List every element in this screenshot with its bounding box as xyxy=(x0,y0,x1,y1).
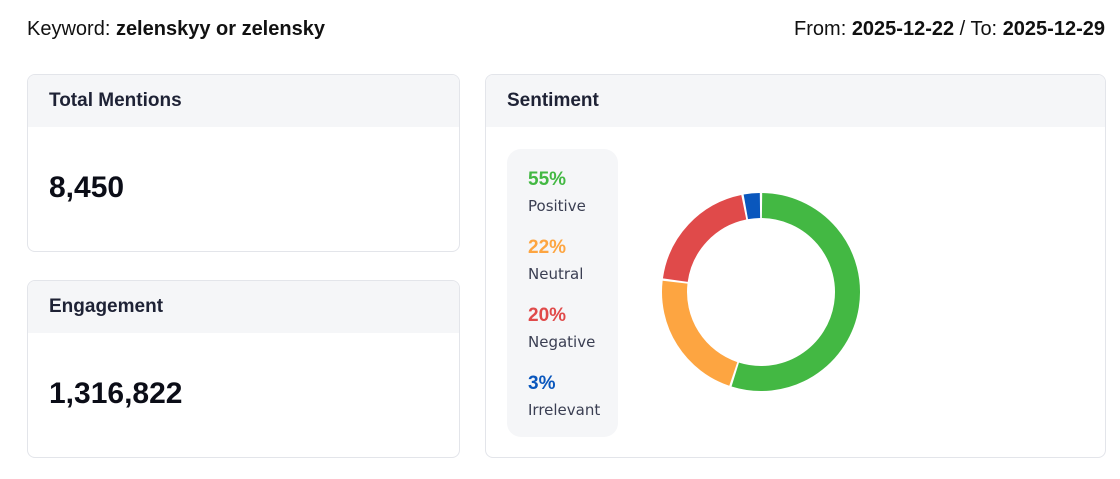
legend-label: Positive xyxy=(528,197,586,215)
engagement-value: 1,316,822 xyxy=(49,377,183,410)
legend-item-irrelevant: 3% Irrelevant xyxy=(528,373,618,441)
legend-percent: 22% xyxy=(528,237,567,258)
sentiment-legend: 55% Positive 22% Neutral 20% Negative 3% Irrele… xyxy=(507,149,618,437)
card-title: Total Mentions xyxy=(28,75,459,127)
sentiment-card: Sentiment 55% Positive 22% Neutral 20% Negati… xyxy=(485,74,1106,458)
donut-slice-negative[interactable] xyxy=(662,194,747,283)
legend-percent: 20% xyxy=(528,305,567,326)
donut-slice-positive[interactable] xyxy=(731,193,860,391)
donut-slice-irrelevant[interactable] xyxy=(743,193,761,220)
report-header: Keyword: zelenskyy or zelensky From: 202… xyxy=(27,18,1105,41)
legend-item-negative: 20% Negative xyxy=(528,305,618,373)
legend-label: Negative xyxy=(528,333,596,351)
keyword-value: zelenskyy or zelensky xyxy=(115,18,325,40)
to-label: To: xyxy=(970,18,998,40)
sentiment-donut-chart xyxy=(662,193,860,391)
total-mentions-value: 8,450 xyxy=(49,171,125,204)
card-title: Sentiment xyxy=(486,75,1105,127)
date-range: From: 2025-12-22 / To: 2025-12-29 xyxy=(794,18,1105,40)
legend-label: Neutral xyxy=(528,265,584,283)
legend-item-positive: 55% Positive xyxy=(528,169,618,237)
card-title: Engagement xyxy=(28,281,459,333)
to-date: 2025-12-29 xyxy=(1002,18,1105,40)
from-date: 2025-12-22 xyxy=(851,18,955,40)
legend-label: Irrelevant xyxy=(528,401,601,419)
keyword-line: Keyword: zelenskyy or zelensky xyxy=(27,18,325,41)
donut-slice-neutral[interactable] xyxy=(662,280,738,386)
legend-item-neutral: 22% Neutral xyxy=(528,237,618,305)
legend-percent: 55% xyxy=(528,169,567,190)
from-label: From: xyxy=(794,18,847,40)
engagement-card: Engagement 1,316,822 xyxy=(27,280,460,458)
total-mentions-card: Total Mentions 8,450 xyxy=(27,74,460,252)
legend-percent: 3% xyxy=(528,373,556,394)
keyword-label: Keyword: xyxy=(27,18,111,40)
